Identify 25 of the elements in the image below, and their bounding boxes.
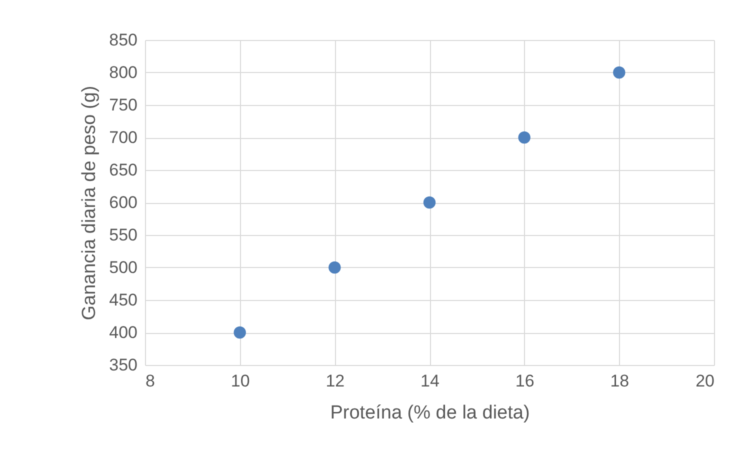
- y-tick-label: 350: [109, 356, 138, 374]
- x-tick-label: 12: [326, 372, 345, 390]
- x-tick-label: 8: [146, 372, 155, 390]
- y-tick-label: 700: [109, 128, 138, 147]
- y-tick-label: 600: [109, 193, 138, 212]
- point: [518, 131, 530, 144]
- x-tick-label: 20: [696, 372, 714, 390]
- y-tick-label: 650: [109, 160, 138, 180]
- y-tick-label: 550: [109, 226, 138, 244]
- point: [423, 196, 436, 209]
- x-axis-title: Proteína (% de la dieta): [330, 402, 530, 424]
- y-tick-label: 450: [109, 290, 138, 310]
- y-tick-label: 400: [109, 323, 138, 342]
- x-tick-label: 18: [610, 372, 630, 390]
- point: [328, 261, 341, 274]
- y-tick-label: 750: [109, 96, 138, 114]
- point: [613, 66, 626, 79]
- y-axis-title: Ganancia diaria de peso (g): [79, 86, 100, 320]
- point: [234, 326, 246, 339]
- y-tick-label: 800: [109, 63, 138, 82]
- x-tick-label: 16: [515, 372, 534, 390]
- y-tick-label: 850: [109, 30, 138, 50]
- y-tick-label: 500: [109, 258, 138, 277]
- x-tick-label: 14: [420, 372, 440, 390]
- x-tick-label: 10: [230, 372, 250, 390]
